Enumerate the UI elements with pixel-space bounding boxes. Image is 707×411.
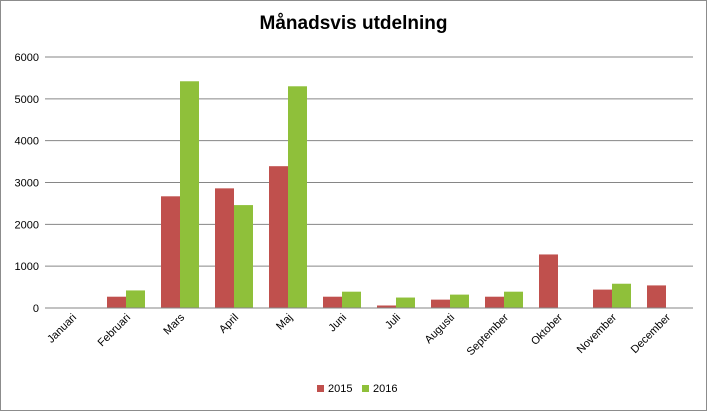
bar-2016-november	[612, 283, 631, 308]
x-tick-label: Januari	[45, 312, 79, 346]
x-tick-label: Maj	[274, 312, 295, 333]
legend-item-2016: 2016	[362, 383, 397, 395]
y-tick-label: 2000	[15, 219, 39, 231]
bar-2015-februari	[107, 296, 126, 308]
y-axis-ticks: 0 1000 2000 3000 4000 5000 6000	[15, 52, 39, 315]
x-tick-label: Augusti	[423, 312, 457, 346]
bars	[107, 81, 666, 309]
bar-2015-juni	[323, 296, 342, 308]
chart-title: Månadsvis utdelning	[259, 13, 448, 34]
x-tick-label: April	[217, 312, 241, 336]
legend: 2015 2016	[0, 383, 707, 399]
x-tick-label: September	[465, 311, 512, 358]
y-tick-label: 3000	[15, 178, 39, 190]
bar-2016-maj	[288, 86, 307, 309]
bar-2016-mars	[180, 81, 199, 308]
x-tick-label: Oktober	[529, 311, 565, 347]
bar-2015-april	[215, 188, 234, 308]
bar-2015-december	[647, 285, 666, 308]
x-tick-label: Juli	[383, 312, 403, 332]
y-tick-label: 6000	[15, 52, 39, 64]
y-tick-label: 0	[33, 303, 39, 315]
bar-2015-maj	[269, 166, 288, 308]
y-tick-label: 4000	[15, 136, 39, 148]
legend-label-2016: 2016	[373, 383, 398, 395]
bar-2016-augusti	[450, 294, 469, 308]
x-axis-ticks: Januari Februari Mars April Maj Juni Juli Augus…	[45, 311, 673, 358]
legend-label-2015: 2015	[328, 383, 353, 395]
x-tick-label: December	[629, 311, 674, 356]
bar-2016-september	[504, 291, 523, 308]
x-tick-label: Juni	[326, 312, 349, 335]
x-tick-label: November	[575, 311, 620, 356]
bar-2015-juli	[377, 305, 396, 308]
bar-2015-oktober	[539, 254, 558, 308]
y-tick-label: 1000	[15, 261, 39, 273]
legend-swatch-2015	[317, 384, 324, 392]
bar-2015-augusti	[431, 299, 450, 308]
bar-2015-mars	[161, 196, 180, 308]
bar-2016-juli	[396, 297, 415, 308]
bar-2016-juni	[342, 291, 361, 308]
gridlines	[45, 56, 693, 309]
legend-swatch-2016	[362, 384, 369, 392]
bar-2015-november	[593, 289, 612, 308]
legend-item-2015: 2015	[317, 383, 352, 395]
bar-2016-februari	[126, 290, 145, 308]
x-tick-label: Februari	[96, 312, 133, 349]
bar-2016-april	[234, 205, 253, 308]
x-tick-label: Mars	[161, 311, 187, 337]
y-tick-label: 5000	[15, 94, 39, 106]
bar-2015-september	[485, 296, 504, 308]
